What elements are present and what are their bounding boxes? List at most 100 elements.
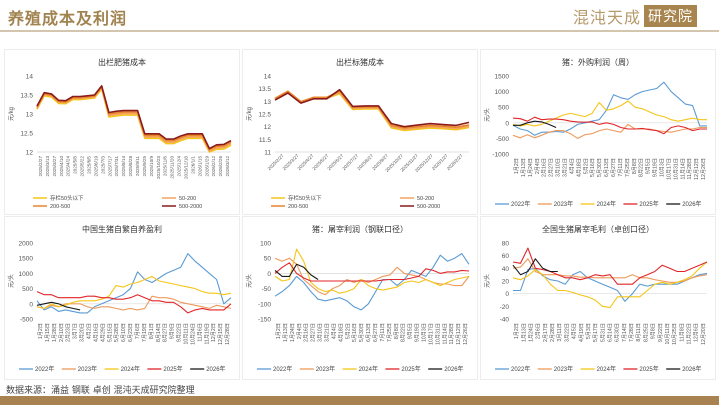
x-tick-label: 2月6日 [535, 323, 542, 339]
x-tick-label: 2025/4/10 [59, 156, 64, 177]
x-tick-label: 10月11日 [182, 323, 189, 345]
x-tick-label: 8月14日 [155, 323, 162, 342]
x-tick-label: 3月21日 [323, 323, 330, 342]
x-tick-label: 9月19日 [414, 323, 421, 342]
y-tick-label: 12 [264, 124, 272, 131]
chart-svg: 中国生猪自繁自养盈利 -500 0 500 1000 1500 2000 元/头 1月2日 1月1… [7, 224, 232, 373]
x-tick-label: 2025/7/3 [100, 156, 105, 174]
y-tick-label: 12.5 [258, 112, 271, 119]
x-tick-label: 6月13日 [603, 158, 610, 177]
chart-title: 猪：外购利润（周） [562, 57, 634, 67]
chart-svg: 猪：外购利润（周） -1000 -500 0 500 1000 1500 元/头 1月2日 1月1… [483, 57, 707, 208]
chart-title: 中国生猪自繁自养盈利 [82, 224, 162, 234]
x-tick-label: 2月4日 [534, 158, 541, 174]
x-tick-label: 9月5日 [407, 323, 414, 339]
y-tick-label: 1000 [19, 271, 34, 278]
x-tick-label: 2025/2/27 [38, 156, 43, 177]
series-line-2023年 [512, 123, 707, 139]
x-tick-label: 6月23日 [127, 323, 134, 342]
x-tick-label: 11月14日 [441, 323, 448, 345]
legend-label: 200-500 [288, 204, 308, 210]
legend-label: 2025年 [639, 200, 658, 208]
x-tick-label: 2月28日 [549, 323, 556, 342]
series-line-2022年 [274, 253, 470, 311]
chart-panel-standard-pig-cost: 出栏标猪成本 11 11.5 12 12.5 13 13.5 14 元/kg 2025/2/27 2… [242, 49, 478, 215]
x-tick-label: 2025/5/8 [73, 156, 78, 174]
x-tick-label: 2026/2/27 [446, 153, 464, 171]
x-tick-label: 10月24日 [189, 323, 196, 345]
x-tick-label: 4月2日 [85, 323, 92, 339]
legend-label: 2023年 [554, 200, 573, 208]
x-tick-label: 2月16日 [303, 323, 310, 342]
x-tick-label: 4月16日 [92, 323, 99, 342]
x-tick-label: 5月16日 [351, 323, 358, 342]
x-tick-label: 3月10日 [555, 158, 562, 177]
x-tick-label: 2025/9/11 [135, 156, 140, 177]
y-tick-label: 14 [264, 74, 272, 81]
legend-label: 500-2000 [417, 204, 440, 210]
series-line-50-200 [36, 87, 232, 152]
x-tick-label: 1月2日 [275, 323, 282, 339]
x-tick-label: 1月13日 [520, 158, 527, 177]
x-tick-label: 12月12日 [455, 323, 462, 345]
footer-bar [0, 396, 719, 405]
y-tick-label: 80 [502, 241, 510, 248]
y-tick-label: 2000 [19, 241, 34, 248]
x-tick-label: 2025/7/31 [114, 156, 119, 177]
y-tick-label: 0 [505, 120, 509, 127]
y-tick-label: 1000 [495, 89, 510, 96]
x-tick-label: 5月2日 [582, 158, 589, 174]
y-tick-label: 500 [22, 286, 33, 293]
x-tick-label: 2025/6/19 [93, 156, 98, 177]
y-tick-label: 13.5 [20, 93, 33, 100]
legend-label: 2024年 [359, 365, 378, 373]
x-tick-label: 4月18日 [575, 158, 582, 177]
x-tick-label: 11月28日 [448, 323, 455, 345]
series-line-2023年 [36, 295, 232, 311]
y-axis-label: 元/kg [246, 107, 253, 121]
y-tick-label: -50 [262, 286, 272, 293]
y-axis-label: 元/头 [245, 274, 253, 288]
x-tick-label: 10月3日 [658, 158, 665, 177]
series-line-2026年 [36, 301, 81, 311]
x-tick-label: 3月11日 [556, 323, 563, 342]
x-tick-label: 2025/10/9 [149, 156, 154, 177]
x-tick-label: 1月13日 [520, 323, 527, 342]
series-line-2022年 [512, 81, 707, 136]
x-tick-label: 5月17日 [592, 323, 599, 342]
x-tick-label: 1月15日 [44, 323, 51, 342]
x-tick-label: 4月18日 [337, 323, 344, 342]
legend-label: 50-200 [179, 196, 196, 202]
x-tick-label: 12月26日 [462, 323, 469, 345]
x-tick-label: 2025/6/5 [86, 156, 91, 174]
chart-panel-slaughter-profit-mysteel: 猪：屠宰利润（钢联口径） -150 -100 -50 0 50 100 元/头 1月2日 1月13… [242, 216, 478, 380]
page-title: 养殖成本及利润 [8, 9, 128, 28]
brand-logo: 混沌天成 研究院 [573, 5, 697, 27]
x-tick-label: 11月6日 [196, 323, 203, 342]
y-tick-label: 1500 [19, 256, 34, 263]
x-tick-label: 2026/3/12 [225, 156, 230, 177]
x-tick-label: 5月31日 [599, 323, 606, 342]
y-tick-label: 20 [502, 279, 510, 286]
y-axis-label: 元/头 [483, 108, 491, 122]
x-tick-label: 12月15日 [217, 323, 224, 345]
series-line-2026年 [513, 120, 557, 129]
x-tick-label: 2025/5/22 [80, 156, 85, 177]
x-tick-label: 10月3日 [420, 323, 427, 342]
x-tick-label: 1月2日 [37, 323, 44, 339]
series-line-2022年 [36, 253, 232, 314]
x-tick-label: 1月2日 [513, 158, 520, 174]
x-tick-label: 2025/7/17 [107, 156, 112, 177]
x-tick-label: 3月7日 [72, 323, 79, 339]
x-tick-label: 7月6日 [134, 323, 141, 339]
x-tick-label: 3月10日 [317, 323, 324, 342]
y-axis-label: 元/kg [8, 107, 15, 121]
x-tick-label: 5月15日 [106, 323, 113, 342]
x-tick-label: 8月25日 [642, 323, 649, 342]
x-tick-label: 4月29日 [99, 323, 106, 342]
x-tick-label: 5月16日 [589, 158, 596, 177]
x-tick-label: 4月19日 [578, 323, 585, 342]
logo-badge: 研究院 [644, 5, 697, 27]
y-tick-label: -500 [20, 317, 33, 324]
